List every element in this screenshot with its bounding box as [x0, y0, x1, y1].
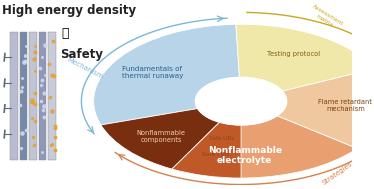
Wedge shape [94, 24, 239, 125]
Circle shape [196, 77, 286, 125]
Text: Safety: Safety [60, 48, 103, 61]
Text: Assessment
matrix: Assessment matrix [308, 4, 344, 32]
Polygon shape [10, 32, 18, 160]
Text: 🤝: 🤝 [62, 27, 69, 40]
Text: Nonflammable
electrolyte: Nonflammable electrolyte [208, 146, 282, 165]
Text: Flame retardant
mechanism: Flame retardant mechanism [318, 99, 372, 112]
Text: Nonflammable
components: Nonflammable components [137, 130, 186, 143]
Text: Strategies: Strategies [321, 160, 354, 186]
Text: Mechanism: Mechanism [66, 57, 104, 80]
Polygon shape [39, 32, 46, 160]
Text: Fundamentals of
thermal runaway: Fundamentals of thermal runaway [122, 66, 183, 79]
Text: Safe LIBs: Safe LIBs [202, 152, 229, 157]
Polygon shape [20, 32, 27, 160]
Text: High energy density: High energy density [3, 4, 137, 17]
Wedge shape [172, 122, 241, 178]
Wedge shape [236, 24, 374, 91]
Text: Testing protocol: Testing protocol [267, 51, 320, 57]
Wedge shape [132, 116, 357, 178]
Wedge shape [277, 69, 374, 149]
Polygon shape [29, 32, 37, 160]
Polygon shape [48, 32, 56, 160]
Wedge shape [101, 108, 220, 169]
Text: Safe LIBs: Safe LIBs [209, 136, 234, 141]
